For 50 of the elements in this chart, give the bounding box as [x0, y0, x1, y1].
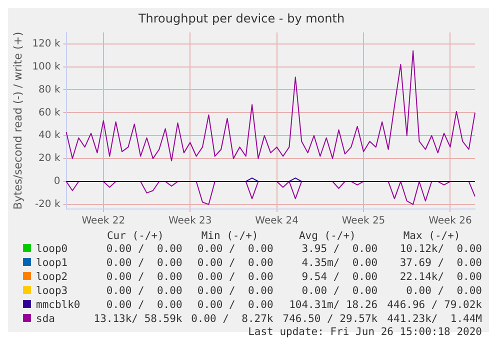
text: Last update: Fri Jun 26 15:00:18 2020 — [247, 326, 482, 338]
x-tick-label: Week 22 — [82, 216, 126, 227]
text: 0.00 / 0.00 — [105, 256, 182, 270]
y-tick-label: 60 k — [38, 107, 60, 118]
text: 104.31m/ 18.26 — [288, 298, 378, 312]
text: 3.95 / 0.00 — [300, 242, 378, 256]
x-tick-label: Week 26 — [428, 216, 472, 227]
text: 0.00 / 0.00 — [196, 284, 274, 298]
text: 9.54 / 0.00 — [300, 270, 378, 284]
text: 446.96 / 79.02k — [386, 298, 482, 312]
text: 0.00 / 0.00 — [105, 298, 182, 312]
legend-label: loop2 — [35, 270, 69, 284]
text: 441.23k/ 1.44M — [386, 312, 482, 326]
x-tick-label: Week 25 — [342, 216, 386, 227]
x-tick-label: Week 23 — [168, 216, 212, 227]
y-tick-label: 20 k — [38, 153, 60, 164]
text: 10.12k/ 0.00 — [398, 242, 482, 256]
text: 4.35m/ 0.00 — [300, 256, 378, 270]
text: 0.00 / 0.00 — [196, 256, 274, 270]
text: 0.00 / 0.00 — [196, 270, 274, 284]
text: 0.00 / 8.27k — [190, 312, 274, 326]
text: 0.00 / 0.00 — [105, 242, 182, 256]
text: 0.00 / 0.00 — [196, 298, 274, 312]
text: Min (-/+) — [200, 230, 260, 242]
text: 0.00 / 0.00 — [300, 284, 378, 298]
text: 37.69 / 0.00 — [398, 256, 482, 270]
text: 746.50 / 29.57k — [282, 312, 378, 326]
text: 13.13k/ 58.59k — [92, 312, 182, 326]
y-tick-label: 40 k — [38, 130, 60, 142]
y-axis-title: Bytes/second read (-) / write (+) — [11, 32, 24, 210]
text: 22.14k/ 0.00 — [398, 270, 482, 284]
y-tick-label: -20 k — [34, 199, 60, 210]
text: Cur (-/+) — [106, 230, 165, 242]
legend-label: loop3 — [35, 284, 69, 298]
text: Max (-/+) — [402, 230, 462, 242]
legend-label: loop0 — [35, 242, 69, 256]
text: 0.00 / 0.00 — [196, 242, 274, 256]
y-tick-label: 0 — [54, 176, 60, 188]
y-tick-label: 100 k — [32, 61, 60, 72]
legend-label: loop1 — [35, 256, 69, 270]
x-tick-label: Week 24 — [255, 216, 298, 227]
text: 0.00 / 0.00 — [105, 270, 182, 284]
y-tick-label: 120 k — [32, 38, 60, 50]
chart-title: Throughput per device - by month — [137, 11, 345, 26]
y-tick-label: 80 k — [38, 84, 60, 96]
text: Avg (-/+) — [298, 230, 357, 242]
text: 0.00 / 0.00 — [405, 284, 482, 298]
legend-label: sda — [35, 312, 56, 326]
text: 0.00 / 0.00 — [105, 284, 182, 298]
legend-label: mmcblk0 — [35, 298, 82, 312]
